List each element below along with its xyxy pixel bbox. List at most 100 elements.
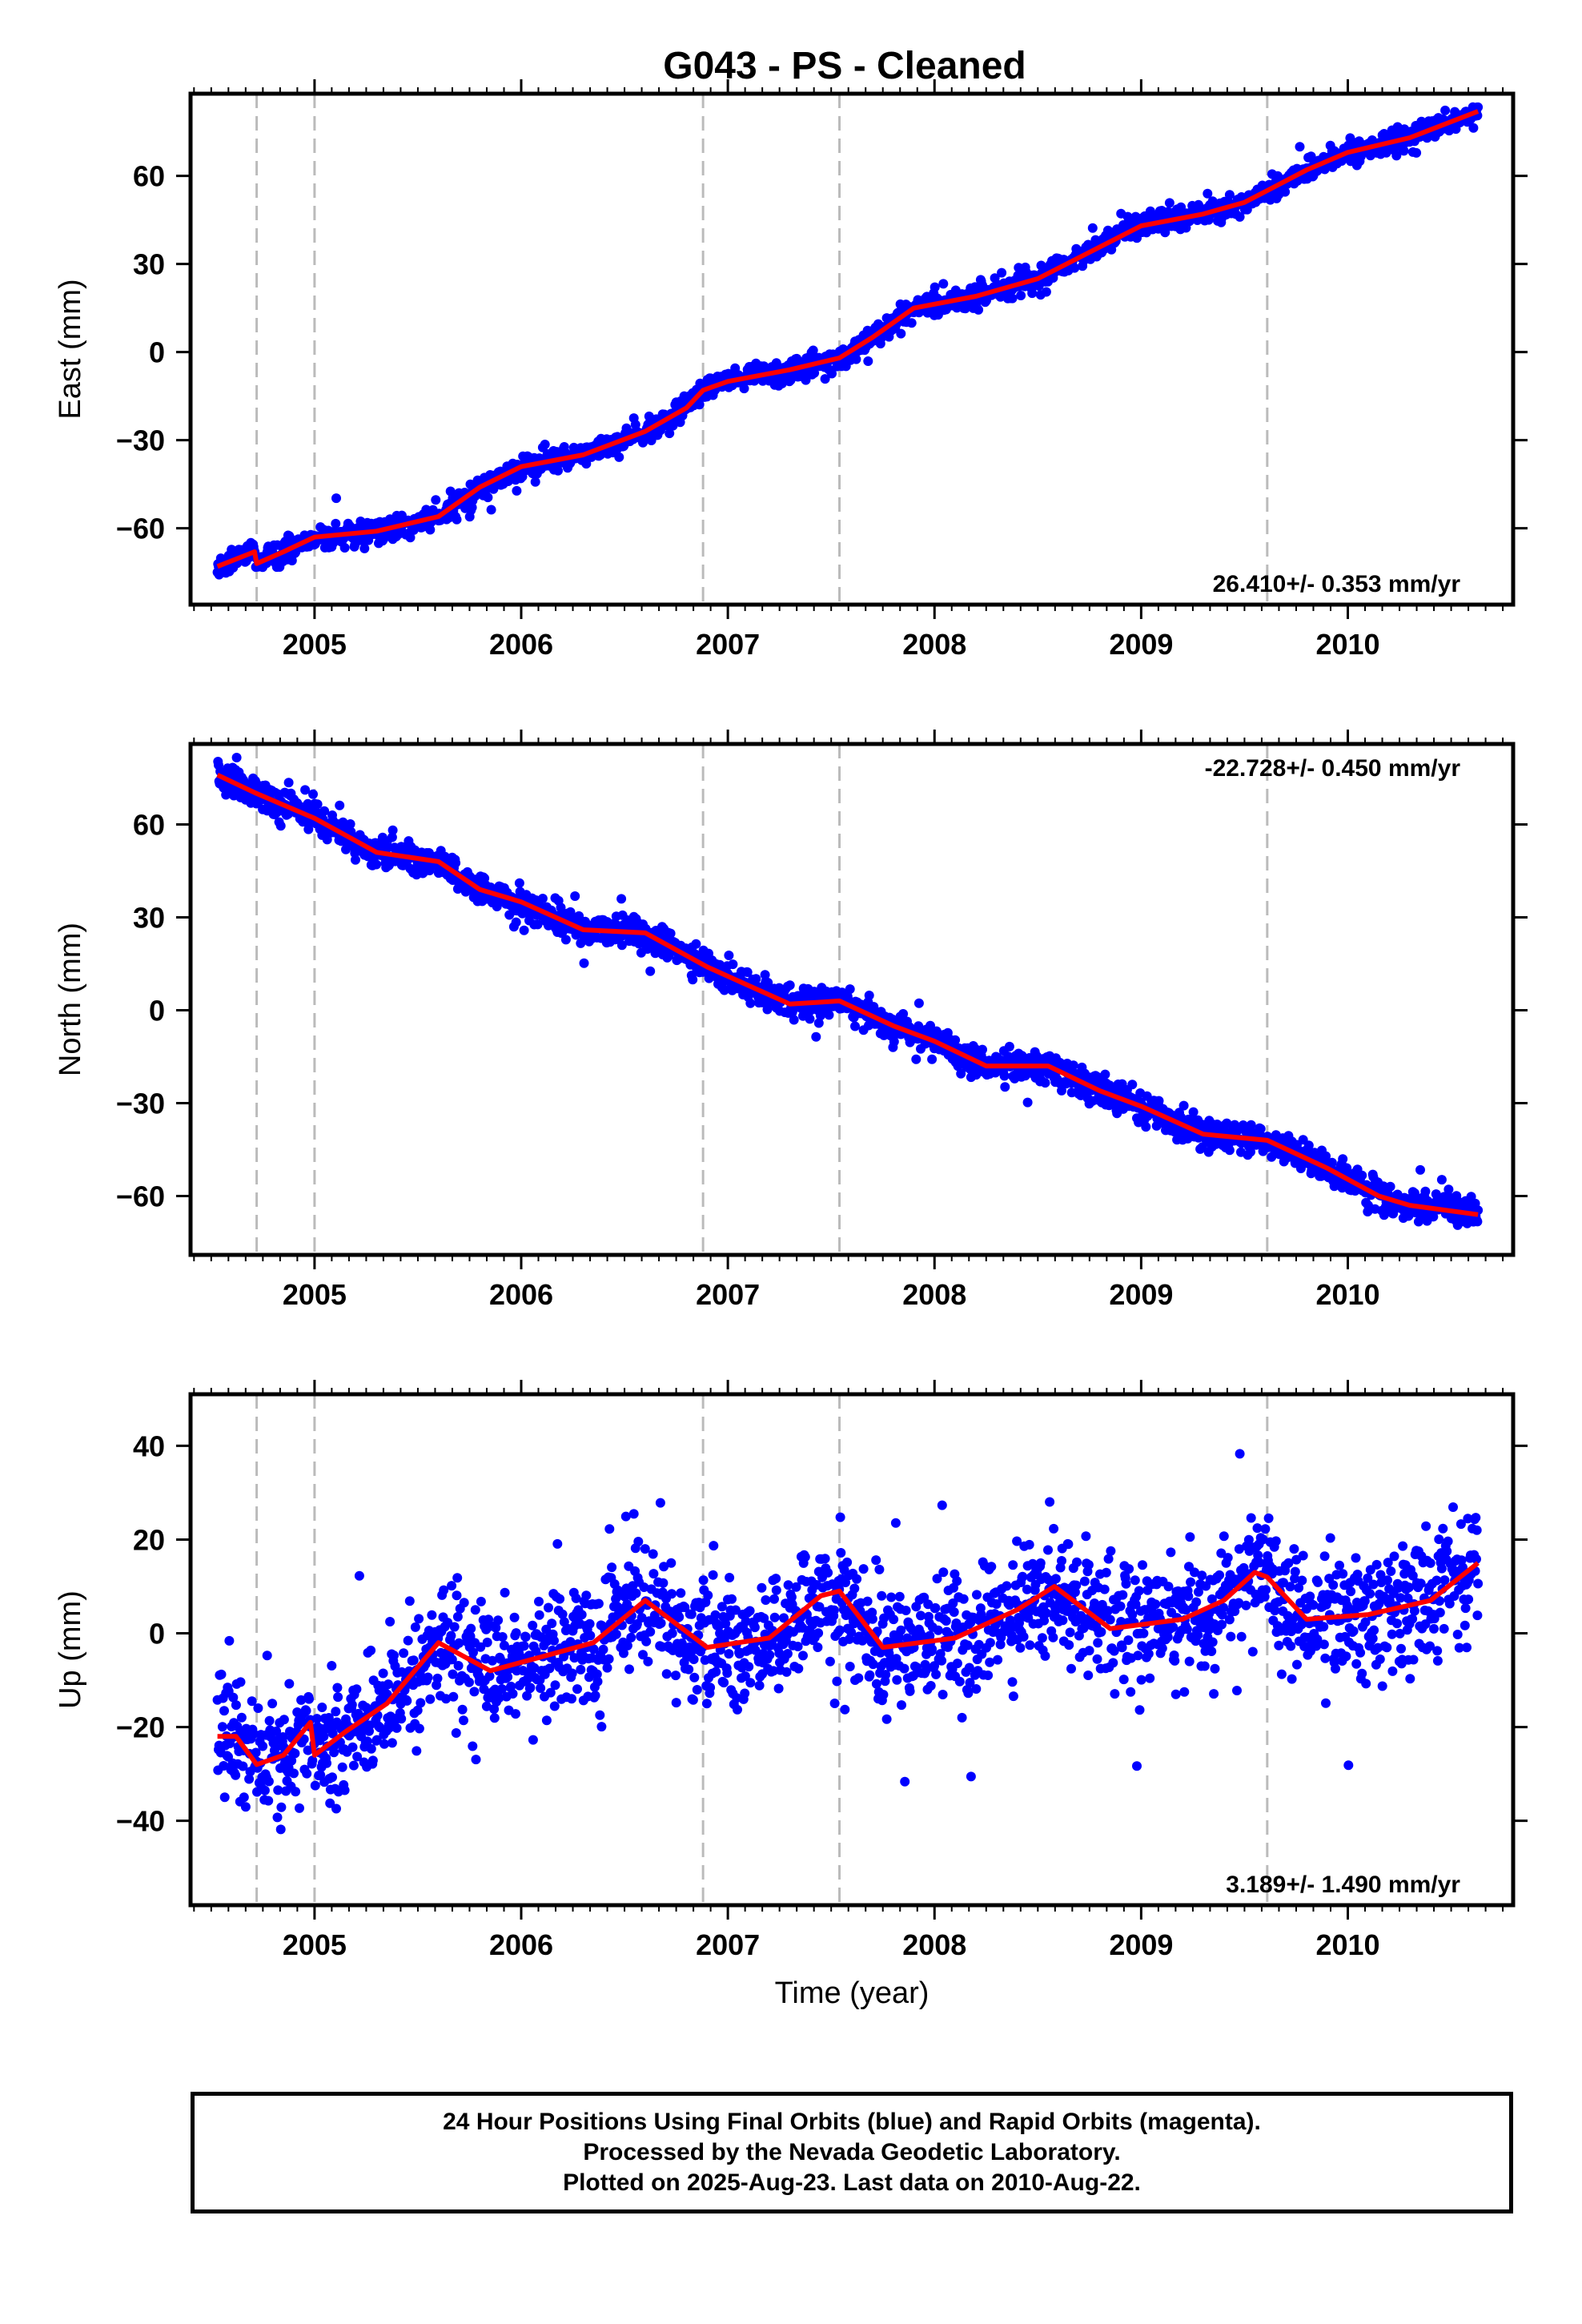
data-point xyxy=(1203,188,1213,199)
data-point xyxy=(410,1622,420,1632)
data-point xyxy=(323,1713,334,1723)
data-point xyxy=(616,894,627,904)
data-point xyxy=(745,998,756,1008)
data-point xyxy=(809,368,820,378)
data-point xyxy=(1327,1157,1337,1168)
data-point xyxy=(863,356,873,366)
data-point xyxy=(645,966,656,976)
data-point xyxy=(1164,198,1174,208)
data-point xyxy=(1473,102,1484,112)
data-point xyxy=(440,851,450,862)
data-point xyxy=(508,1689,518,1699)
data-point xyxy=(231,1700,241,1711)
data-point xyxy=(529,1663,540,1673)
data-point xyxy=(1357,1170,1367,1180)
data-point xyxy=(503,1672,513,1682)
data-point xyxy=(448,1691,459,1702)
data-point xyxy=(452,1611,463,1622)
data-point xyxy=(572,1684,582,1695)
data-point xyxy=(457,1704,468,1715)
fit-line xyxy=(216,109,1480,569)
data-point xyxy=(253,1703,263,1713)
data-point xyxy=(391,1723,402,1733)
data-point xyxy=(491,1622,501,1633)
data-point xyxy=(331,493,341,504)
data-point xyxy=(911,1054,921,1064)
data-point xyxy=(295,1803,304,1813)
data-point xyxy=(383,1679,393,1690)
data-point xyxy=(379,1739,389,1749)
x-tick-label: 2005 xyxy=(283,628,347,661)
data-point xyxy=(276,1802,287,1812)
data-point xyxy=(468,1741,478,1751)
data-point xyxy=(378,1668,388,1679)
data-point xyxy=(239,1792,249,1803)
data-point xyxy=(384,1723,395,1733)
data-point xyxy=(801,375,811,385)
data-point xyxy=(827,368,837,379)
data-point xyxy=(950,1035,961,1045)
y-tick-label: −30 xyxy=(116,424,165,457)
data-point xyxy=(427,1610,437,1620)
data-point xyxy=(238,1761,248,1771)
data-point xyxy=(489,1713,500,1723)
data-point xyxy=(1440,105,1451,115)
data-point xyxy=(528,1620,538,1630)
data-point xyxy=(322,1758,331,1768)
data-point xyxy=(813,1018,824,1028)
data-point xyxy=(414,1614,424,1624)
data-point xyxy=(665,928,676,939)
data-point xyxy=(224,1635,235,1646)
data-point xyxy=(850,1021,860,1031)
data-point xyxy=(1041,287,1051,297)
y-tick-label: 60 xyxy=(133,160,165,193)
data-point xyxy=(451,1728,461,1738)
data-point xyxy=(1388,1208,1399,1219)
data-point xyxy=(267,1699,278,1709)
data-point xyxy=(500,1587,510,1598)
data-point xyxy=(889,1036,899,1047)
data-point xyxy=(728,959,738,970)
data-point xyxy=(469,1687,480,1697)
data-point xyxy=(906,318,917,328)
data-point xyxy=(262,1651,272,1661)
data-point xyxy=(431,495,441,505)
data-point xyxy=(387,832,397,842)
y-tick-label: 0 xyxy=(149,336,165,369)
data-point xyxy=(494,1693,504,1703)
data-point xyxy=(301,1706,311,1716)
data-point xyxy=(560,935,571,945)
data-point xyxy=(1255,1124,1266,1134)
data-point xyxy=(311,1714,322,1724)
data-point xyxy=(300,785,311,795)
data-point xyxy=(389,1651,399,1661)
data-point xyxy=(404,1596,415,1606)
data-point xyxy=(219,1792,230,1803)
data-point xyxy=(333,1692,343,1703)
data-point xyxy=(284,1679,295,1689)
data-point xyxy=(553,465,563,476)
data-point xyxy=(1007,293,1018,304)
data-point xyxy=(331,1803,341,1814)
data-point xyxy=(1022,1097,1033,1108)
data-point xyxy=(1235,211,1245,222)
data-point xyxy=(576,1610,587,1620)
data-point xyxy=(519,925,529,935)
data-point xyxy=(331,1707,341,1717)
data-point xyxy=(1027,288,1038,299)
data-point xyxy=(424,866,435,875)
data-point xyxy=(1415,1164,1425,1175)
data-point xyxy=(688,975,698,985)
data-point xyxy=(447,1655,457,1665)
data-point xyxy=(348,1760,359,1771)
data-point xyxy=(581,1590,592,1601)
data-point xyxy=(476,1642,486,1652)
data-point xyxy=(287,1755,297,1766)
x-tick-label: 2009 xyxy=(1109,628,1173,661)
data-point xyxy=(412,1705,423,1715)
data-point xyxy=(1004,1041,1014,1051)
data-point xyxy=(845,984,855,995)
data-point xyxy=(351,854,360,865)
data-point xyxy=(366,1645,376,1655)
